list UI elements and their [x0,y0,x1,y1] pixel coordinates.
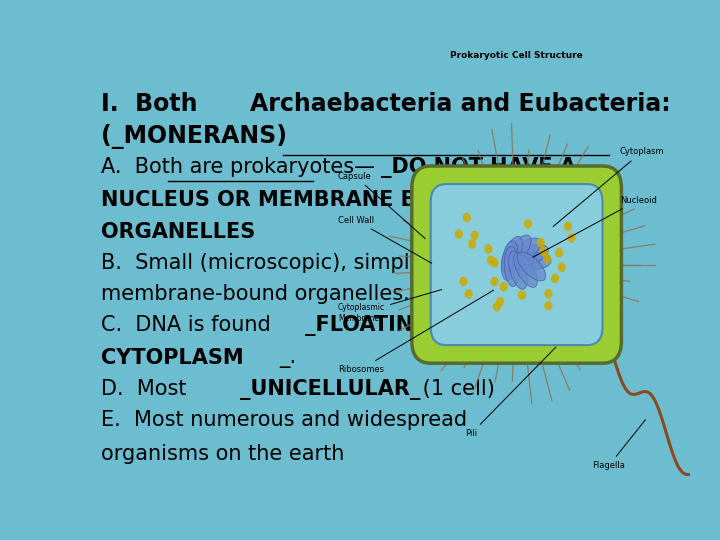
Circle shape [485,244,492,254]
Text: Cytoplasmic
Membrane: Cytoplasmic Membrane [338,289,442,322]
Ellipse shape [505,235,531,267]
Circle shape [468,239,476,249]
Circle shape [555,248,563,258]
Circle shape [487,255,495,265]
Text: E.  Most numerous and widespread: E. Most numerous and widespread [101,410,467,430]
Text: I.  Both: I. Both [101,92,206,116]
Circle shape [492,302,501,312]
Circle shape [463,213,471,222]
Text: D.  Most: D. Most [101,379,193,399]
Text: Pili: Pili [465,347,556,438]
Text: _.: _. [279,348,296,368]
Ellipse shape [515,245,548,265]
Text: B.  Small (microscopic), simple, and lack: B. Small (microscopic), simple, and lack [101,253,523,273]
Text: Capsule: Capsule [338,172,426,239]
Text: _FLOATING IN THE: _FLOATING IN THE [305,315,516,336]
Ellipse shape [504,246,520,287]
Text: Flagella: Flagella [593,420,645,470]
Ellipse shape [510,238,541,264]
Circle shape [544,301,552,310]
FancyBboxPatch shape [431,184,603,345]
Ellipse shape [502,237,523,273]
Circle shape [544,289,552,299]
Circle shape [558,262,566,272]
Ellipse shape [501,241,518,280]
Text: CYTOPLASM: CYTOPLASM [101,348,244,368]
Circle shape [567,233,575,243]
Circle shape [539,246,547,256]
Circle shape [455,230,463,239]
Text: Cell Wall: Cell Wall [338,216,432,263]
Text: Ribosomes: Ribosomes [338,290,494,374]
Circle shape [490,276,499,286]
Text: Cytoplasm: Cytoplasm [553,147,665,227]
Text: _DO NOT HAVE A: _DO NOT HAVE A [381,157,576,178]
Circle shape [459,276,467,286]
Circle shape [490,258,499,267]
Text: A.  Both are prokaryotes—: A. Both are prokaryotes— [101,157,375,177]
Ellipse shape [517,252,546,281]
Text: Nucleoid: Nucleoid [533,195,657,257]
Text: (1 cell): (1 cell) [415,379,495,399]
Circle shape [564,221,572,231]
Circle shape [500,282,508,292]
Text: C.  DNA is found: C. DNA is found [101,315,277,335]
Text: Prokaryotic Cell Structure: Prokaryotic Cell Structure [450,51,583,60]
Ellipse shape [509,251,527,289]
Circle shape [471,231,479,240]
Circle shape [536,238,545,247]
Circle shape [518,290,526,300]
Text: NUCLEUS OR MEMBRANE BOUND: NUCLEUS OR MEMBRANE BOUND [101,190,486,210]
Text: organisms on the earth: organisms on the earth [101,444,345,464]
Ellipse shape [513,253,537,287]
Text: Archaebacteria and Eubacteria:: Archaebacteria and Eubacteria: [250,92,670,116]
Circle shape [524,219,532,228]
Text: ORGANELLES: ORGANELLES [101,222,256,242]
Text: _UNICELLULAR_: _UNICELLULAR_ [240,379,420,400]
Text: (_MONERANS): (_MONERANS) [101,124,287,149]
Circle shape [543,254,552,264]
Ellipse shape [517,252,551,269]
Text: membrane-bound organelles.: membrane-bound organelles. [101,284,410,304]
FancyBboxPatch shape [412,166,621,363]
Circle shape [464,289,472,299]
Circle shape [551,274,559,284]
Circle shape [496,297,504,307]
